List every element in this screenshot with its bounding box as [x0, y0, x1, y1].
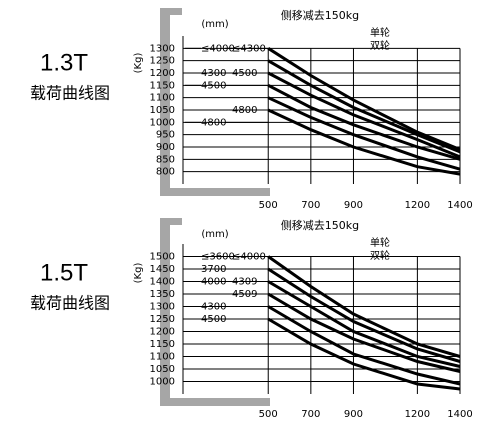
y-tick-label: 1200: [150, 327, 175, 338]
legend-entry: 双轮: [370, 39, 390, 52]
frame: [160, 8, 270, 196]
side-caption: 载荷曲线图: [30, 84, 110, 103]
x-tick-label: 700: [301, 200, 320, 211]
annotation: 4500: [201, 80, 226, 91]
load-curve: [267, 267, 461, 363]
y-tick-label: 1300: [150, 302, 175, 313]
load-curve: [267, 83, 461, 161]
y-tick-label: 1500: [150, 252, 175, 263]
y-axis-label: (Kg): [133, 53, 144, 74]
legend-entry: 双轮: [370, 249, 390, 262]
load-curve: [267, 292, 461, 373]
y-tick-label: 1000: [150, 377, 175, 388]
y-tick-label: 1150: [150, 339, 175, 350]
x-tick-label: 900: [344, 200, 363, 211]
y-tick-label: 1400: [150, 277, 175, 288]
annotation: 3700: [201, 264, 226, 275]
legend-entry: 单轮: [370, 236, 390, 249]
y-axis-label: (Kg): [133, 263, 144, 284]
load-curve: [267, 280, 461, 368]
annotation: ≤4300: [232, 43, 266, 54]
x-tick-label: 900: [344, 409, 363, 420]
y-tick-label: 1250: [150, 56, 175, 67]
annotation: ≤4000: [201, 43, 235, 54]
annotation: 4300: [201, 302, 226, 313]
annotation: 4500: [232, 68, 257, 79]
load-curve: [267, 96, 461, 171]
y-tick-label: 800: [156, 167, 175, 178]
annotation: 4800: [232, 105, 257, 116]
x-tick-label: 1400: [447, 409, 472, 420]
load-curve: [267, 47, 461, 151]
y-tick-label: 950: [156, 130, 175, 141]
annotation: ≤3600: [201, 252, 235, 263]
load-curve: [267, 108, 461, 176]
unit-label: (mm): [201, 19, 228, 30]
chart-title: 侧移减去150kg: [281, 9, 359, 22]
y-tick-label: 1050: [150, 364, 175, 375]
y-tick-label: 1150: [150, 80, 175, 91]
load-curve: [267, 317, 461, 391]
annotation: ≤4000: [232, 252, 266, 263]
side-label: 1.5T: [40, 259, 88, 286]
legend-entry: 单轮: [370, 26, 390, 39]
chart-panel: 1.5T载荷曲线图侧移减去150kg(mm)(Kg)单轮双轮1000105011…: [30, 218, 473, 420]
y-tick-label: 850: [156, 154, 175, 165]
y-tick-label: 1100: [150, 93, 175, 104]
load-curve: [267, 305, 461, 386]
annotation: 4800: [201, 117, 226, 128]
chart-title: 侧移减去150kg: [281, 219, 359, 232]
x-tick-label: 1200: [405, 200, 430, 211]
y-tick-label: 1000: [150, 117, 175, 128]
y-tick-label: 1100: [150, 352, 175, 363]
side-label: 1.3T: [40, 49, 88, 76]
load-curve: [267, 255, 461, 358]
chart-panel: 1.3T载荷曲线图侧移减去150kg(mm)(Kg)单轮双轮8008509009…: [30, 8, 473, 211]
side-caption: 载荷曲线图: [30, 294, 110, 313]
y-tick-label: 1200: [150, 68, 175, 79]
y-tick-label: 1050: [150, 105, 175, 116]
annotation: 4309: [232, 277, 257, 288]
load-curve: [267, 71, 461, 159]
x-tick-label: 1200: [405, 409, 430, 420]
x-tick-label: 1400: [447, 200, 472, 211]
annotation: 4509: [232, 289, 257, 300]
annotation: 4300: [201, 68, 226, 79]
x-tick-label: 500: [259, 200, 278, 211]
annotation: 4000: [201, 277, 226, 288]
y-tick-label: 1300: [150, 43, 175, 54]
x-tick-label: 500: [259, 409, 278, 420]
y-tick-label: 900: [156, 142, 175, 153]
unit-label: (mm): [201, 229, 228, 240]
load-curve: [267, 59, 461, 154]
annotation: 4500: [201, 314, 226, 325]
y-tick-label: 1250: [150, 314, 175, 325]
y-tick-label: 1450: [150, 264, 175, 275]
y-tick-label: 1350: [150, 289, 175, 300]
x-tick-label: 700: [301, 409, 320, 420]
